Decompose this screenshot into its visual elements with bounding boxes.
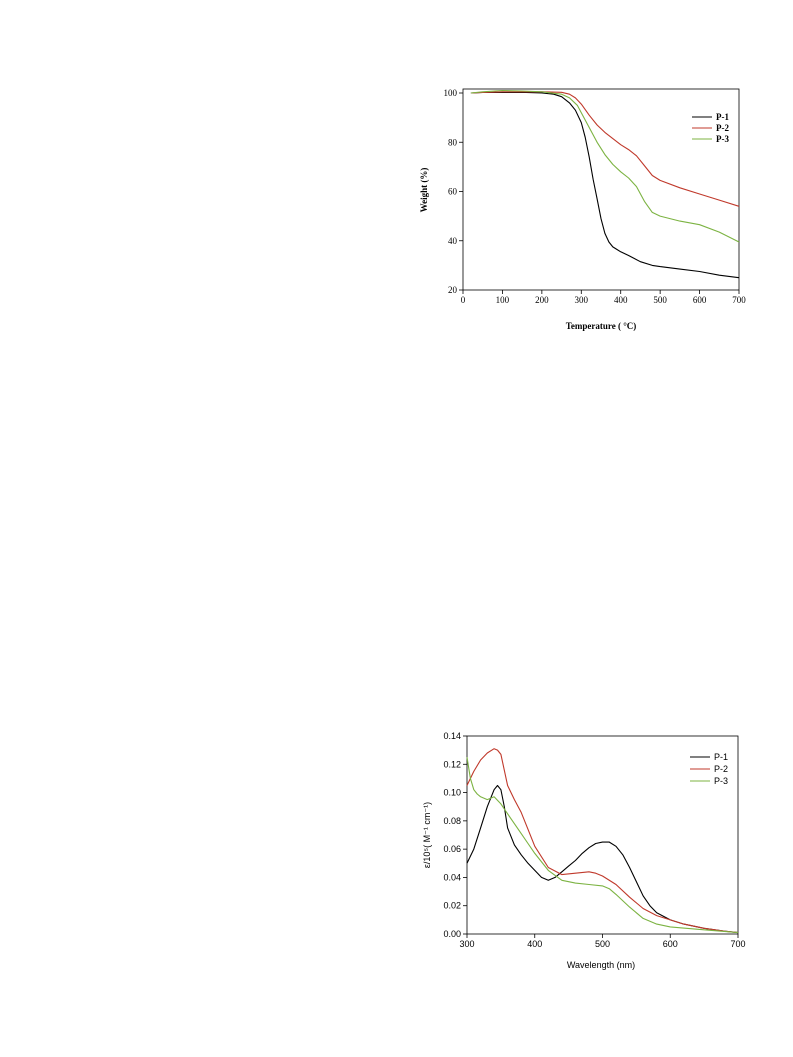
series-lines bbox=[466, 748, 739, 934]
y-axis-title: ε/10⁵( M⁻¹ cm⁻¹) bbox=[422, 802, 432, 868]
y-tick-label: 0.02 bbox=[443, 901, 461, 911]
x-axis-title: Temperature ( °C) bbox=[566, 321, 637, 331]
x-tick-labels: 300 400 500 600 700 bbox=[459, 939, 745, 949]
legend-label-p-1: P-1 bbox=[714, 752, 728, 762]
y-tick-label: 100 bbox=[444, 88, 458, 98]
x-tick-label: 0 bbox=[461, 295, 466, 305]
legend-label-p-2: P-2 bbox=[716, 123, 729, 133]
y-tick-label: 0.12 bbox=[443, 759, 461, 769]
series-line-p-1 bbox=[470, 91, 740, 279]
y-tick-label: 20 bbox=[448, 285, 458, 295]
y-ticks bbox=[463, 735, 467, 935]
plot-frame bbox=[466, 735, 739, 935]
y-tick-label: 60 bbox=[448, 187, 458, 197]
series-line-p-3 bbox=[470, 89, 740, 243]
y-tick-label: 0.04 bbox=[443, 872, 461, 882]
plot-frame bbox=[462, 88, 740, 291]
x-tick-label: 500 bbox=[653, 295, 667, 305]
y-tick-label: 0.00 bbox=[443, 929, 461, 939]
x-tick-label: 300 bbox=[575, 295, 589, 305]
y-tick-label: 40 bbox=[448, 236, 458, 246]
x-tick-label: 200 bbox=[535, 295, 549, 305]
x-tick-label: 400 bbox=[527, 939, 542, 949]
series-line-p-2 bbox=[466, 748, 739, 934]
legend: P-1 P-2 P-3 bbox=[690, 752, 728, 786]
y-axis-title: Weight (%) bbox=[419, 168, 429, 213]
y-tick-label: 0.06 bbox=[443, 844, 461, 854]
y-tick-label: 0.08 bbox=[443, 816, 461, 826]
x-tick-label: 400 bbox=[614, 295, 628, 305]
x-ticks bbox=[462, 290, 740, 294]
legend-label-p-3: P-3 bbox=[714, 776, 728, 786]
x-tick-label: 700 bbox=[730, 939, 745, 949]
y-tick-label: 0.10 bbox=[443, 788, 461, 798]
legend-label-p-3: P-3 bbox=[716, 134, 729, 144]
series-line-p-3 bbox=[466, 757, 739, 934]
y-tick-labels: 0.00 0.02 0.04 0.06 0.08 0.10 0.12 0.14 bbox=[443, 731, 461, 939]
x-tick-labels: 0 100 200 300 400 500 600 700 bbox=[461, 295, 747, 305]
x-tick-label: 300 bbox=[459, 939, 474, 949]
x-tick-label: 700 bbox=[732, 295, 746, 305]
x-tick-label: 600 bbox=[693, 295, 707, 305]
legend-label-p-1: P-1 bbox=[716, 112, 729, 122]
x-ticks bbox=[466, 934, 739, 938]
y-tick-label: 0.14 bbox=[443, 731, 461, 741]
x-tick-label: 500 bbox=[595, 939, 610, 949]
y-tick-labels: 20 40 60 80 100 bbox=[444, 88, 458, 295]
legend: P-1P-2P-3 bbox=[692, 112, 729, 144]
series-line-p-1 bbox=[466, 784, 739, 934]
series-lines bbox=[470, 89, 740, 279]
y-ticks bbox=[459, 92, 463, 291]
x-tick-label: 600 bbox=[663, 939, 678, 949]
y-tick-label: 80 bbox=[448, 137, 458, 147]
legend-label-p-2: P-2 bbox=[714, 764, 728, 774]
series-line-p-2 bbox=[470, 91, 740, 207]
x-tick-label: 100 bbox=[496, 295, 510, 305]
x-axis-title: Wavelength (nm) bbox=[567, 960, 635, 970]
